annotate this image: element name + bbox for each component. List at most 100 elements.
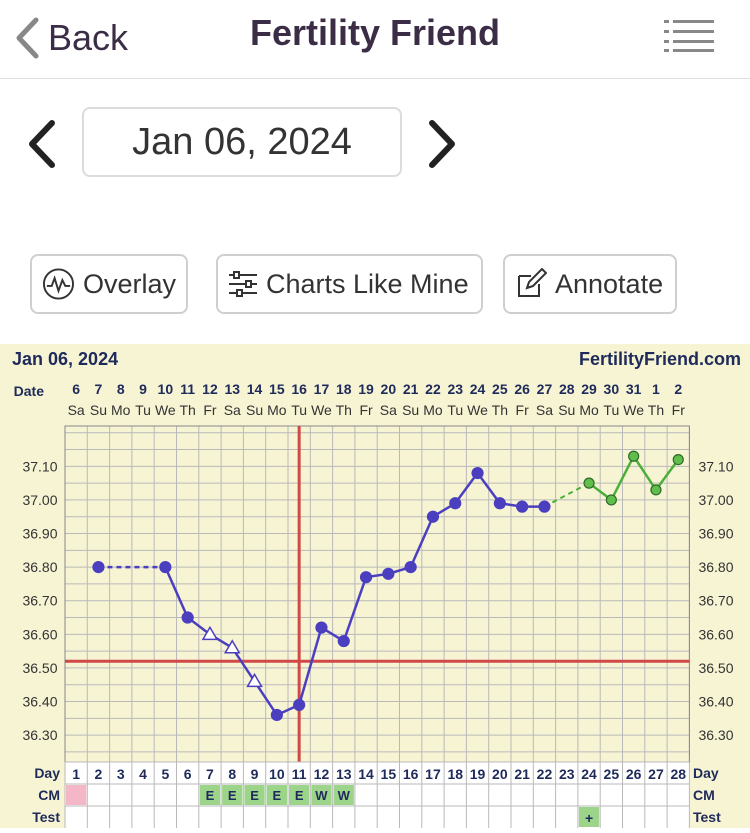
day-number: 19 (470, 766, 486, 782)
date-label: 29 (581, 381, 597, 397)
date-label: 10 (158, 381, 174, 397)
temp-point (92, 561, 105, 574)
date-label: 20 (381, 381, 397, 397)
y-tick-left: 36.70 (22, 593, 57, 609)
day-number: 3 (117, 766, 125, 782)
series-segment (342, 576, 368, 642)
temp-point (181, 611, 194, 624)
day-number: 2 (95, 766, 103, 782)
date-field[interactable]: Jan 06, 2024 (82, 107, 402, 177)
temp-point (672, 453, 684, 466)
weekday-label: Mo (423, 402, 443, 418)
date-label: 18 (336, 381, 352, 397)
weekday-label: Fr (203, 402, 217, 418)
weekday-label: Tu (135, 402, 151, 418)
y-tick-left: 37.10 (22, 458, 57, 474)
y-tick-right: 36.90 (698, 526, 733, 542)
sliders-icon (229, 271, 257, 297)
edit-pencil-icon (518, 268, 547, 297)
series-segment (297, 627, 323, 706)
weekday-label: We (311, 402, 332, 418)
day-number: 1 (72, 766, 80, 782)
date-row-label: Date (14, 383, 45, 399)
y-tick-right: 36.50 (698, 660, 733, 676)
date-label: 11 (180, 381, 195, 397)
cm-cell (66, 785, 87, 805)
cm-cell (333, 785, 354, 805)
weekday-label: Th (648, 402, 664, 418)
date-label: 14 (247, 381, 263, 397)
temp-point (382, 567, 395, 580)
day-number: 15 (381, 766, 397, 782)
weekday-label: Su (90, 402, 107, 418)
day-number: 12 (314, 766, 330, 782)
charts-like-mine-label: Charts Like Mine (266, 268, 469, 299)
temp-point (628, 450, 640, 462)
date-label: 6 (72, 381, 80, 397)
y-tick-left: 37.00 (22, 492, 57, 508)
weekday-label: Sa (536, 402, 553, 418)
back-button[interactable]: Back (14, 10, 128, 66)
temp-point (493, 497, 506, 510)
back-label: Back (48, 17, 129, 58)
waveform-circle-icon (42, 268, 74, 300)
overlay-button[interactable]: Overlay (30, 254, 188, 314)
temp-point (359, 571, 373, 584)
date-label: 9 (139, 381, 147, 397)
temp-point (426, 510, 440, 523)
y-tick-right: 36.70 (698, 593, 733, 609)
test-cell (578, 807, 600, 827)
day-number: 28 (670, 766, 686, 782)
cm-value: W (315, 788, 328, 803)
weekday-label: We (155, 402, 176, 418)
weekday-label: Mo (579, 402, 599, 418)
cm-cell (311, 785, 332, 805)
weekday-label: Fr (672, 402, 686, 418)
chart-date-header: Jan 06, 2024 (12, 349, 118, 369)
previous-day-button[interactable] (22, 117, 66, 171)
day-number: 16 (403, 766, 419, 782)
series-segment (476, 472, 501, 505)
weekday-label: Fr (359, 402, 373, 418)
y-tick-left: 36.40 (22, 694, 57, 710)
weekday-label: Su (402, 402, 419, 418)
date-label: 15 (269, 381, 285, 397)
weekday-label: Su (246, 402, 263, 418)
y-tick-right: 36.60 (698, 626, 733, 642)
day-number: 21 (514, 766, 530, 782)
weekday-label: Sa (68, 402, 85, 418)
temp-point (270, 708, 283, 722)
list-menu-icon[interactable] (664, 18, 714, 54)
cm-value: E (206, 788, 215, 803)
date-label: 31 (626, 381, 642, 397)
cm-cell (222, 785, 243, 805)
weekday-label: Sa (224, 402, 241, 418)
day-number: 9 (251, 766, 259, 782)
date-label: 17 (314, 381, 330, 397)
day-number: 5 (161, 766, 169, 782)
series-segment (610, 455, 635, 501)
day-number: 6 (184, 766, 192, 782)
temp-point (471, 466, 484, 480)
chart-background (0, 344, 750, 828)
day-number: 22 (537, 766, 553, 782)
cm-value: E (273, 788, 282, 803)
y-tick-right: 36.40 (698, 694, 733, 710)
navigation-bar: Back Fertility Friend (0, 0, 750, 79)
y-tick-right: 37.00 (698, 492, 733, 508)
row-label-left: Test (32, 809, 60, 825)
next-day-button[interactable] (420, 117, 464, 171)
date-label: 28 (559, 381, 575, 397)
date-label: 8 (117, 381, 125, 397)
annotate-button[interactable]: Annotate (503, 254, 677, 314)
charts-like-mine-button[interactable]: Charts Like Mine (216, 254, 483, 314)
date-label: 27 (537, 381, 553, 397)
weekday-label: We (467, 402, 488, 418)
date-label: 19 (358, 381, 374, 397)
row-label-left: Day (34, 765, 60, 781)
weekday-label: Fr (516, 402, 530, 418)
day-number: 24 (581, 766, 597, 782)
y-tick-left: 36.60 (22, 626, 57, 642)
test-value: + (585, 810, 593, 826)
